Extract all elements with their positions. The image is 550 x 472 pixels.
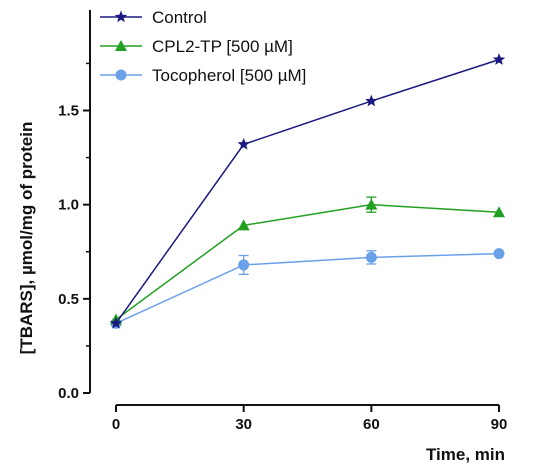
series-star [109,53,506,329]
x-tick-label: 30 [235,416,252,433]
data-point [238,259,250,271]
data-point [237,219,250,231]
legend-marker [114,10,128,23]
legend-item: Control [100,8,207,27]
x-tick-label: 60 [363,416,380,433]
legend-item: Tocopherol [500 µM] [100,66,306,85]
data-point [109,316,123,329]
y-tick-label: 1.0 [58,197,79,214]
legend-marker [115,69,127,81]
data-point [365,251,377,263]
data-point [492,53,506,65]
x-tick-label: 0 [112,416,120,433]
series-line [115,203,500,321]
legend-item: CPL2-TP [500 µM] [100,37,293,56]
y-axis-title: [TBARS], µmol/mg of protein [17,122,36,355]
legend-label: Control [152,8,207,27]
legend-label: CPL2-TP [500 µM] [152,37,293,56]
legend-marker [115,40,127,51]
x-tick-label: 90 [491,416,508,433]
legend-label: Tocopherol [500 µM] [152,66,306,85]
data-point [237,137,250,150]
series-layer [109,53,506,329]
data-point [365,94,378,107]
data-point [493,206,505,218]
y-tick-label: 0.5 [58,291,79,308]
data-point [493,248,505,260]
series-circle [110,248,505,329]
series-line [115,252,500,324]
series-line [115,58,500,324]
axes: 0.0 0.5 1.0 1.5 0 30 60 90 [58,10,507,433]
data-point [365,198,378,210]
y-tick-label: 1.5 [58,103,79,120]
legend: Control CPL2-TP [500 µM] Tocopherol [500 µ… [100,8,306,85]
x-axis-title: Time, min [426,445,505,464]
y-tick-label: 0.0 [58,385,79,402]
